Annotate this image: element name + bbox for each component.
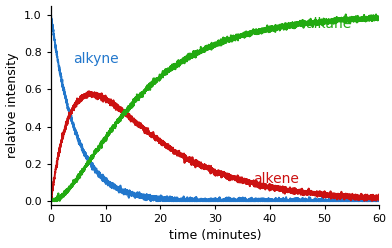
- Text: alkane: alkane: [305, 17, 352, 31]
- Y-axis label: relative intensity: relative intensity: [5, 53, 18, 158]
- Text: alkene: alkene: [254, 172, 299, 186]
- Text: alkyne: alkyne: [73, 52, 118, 66]
- X-axis label: time (minutes): time (minutes): [169, 229, 261, 243]
